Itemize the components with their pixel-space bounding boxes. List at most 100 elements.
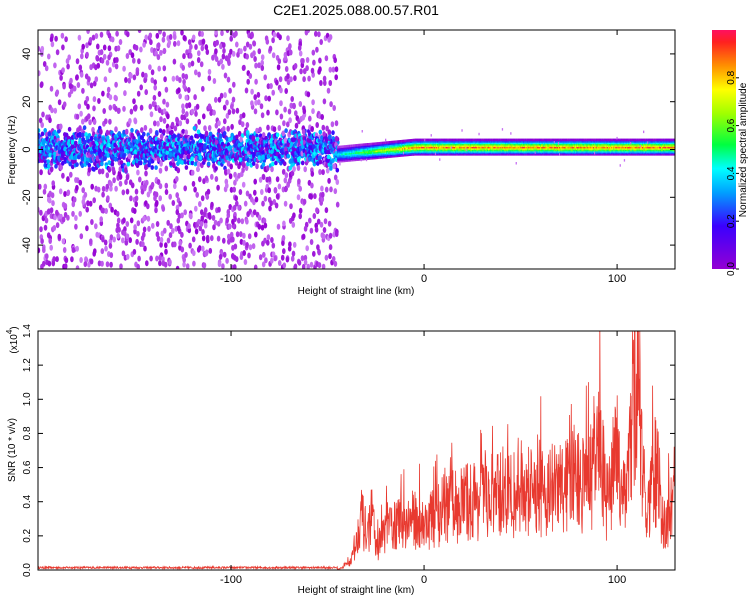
heatmap-cell bbox=[138, 142, 142, 148]
heatmap-cell bbox=[156, 42, 161, 49]
heatmap-cell bbox=[154, 207, 158, 214]
heatmap-cell bbox=[133, 118, 138, 125]
heatmap-cell bbox=[192, 125, 197, 131]
heatmap-cell bbox=[260, 112, 265, 119]
heatmap-cell bbox=[103, 156, 107, 162]
heatmap-cell bbox=[106, 195, 110, 202]
heatmap-cell bbox=[57, 128, 61, 134]
heatmap-cell bbox=[297, 259, 302, 266]
heatmap-cell bbox=[214, 30, 218, 36]
heatmap-cell bbox=[292, 102, 296, 109]
heatmap-cell bbox=[74, 215, 78, 221]
heatmap-cell bbox=[335, 179, 340, 185]
heatmap-cell bbox=[301, 144, 305, 150]
heatmap-cell bbox=[187, 87, 191, 93]
heatmap-cell bbox=[315, 122, 320, 128]
heatmap-cell bbox=[80, 53, 84, 60]
heatmap-cell bbox=[137, 30, 142, 34]
heatmap-cell bbox=[238, 189, 243, 195]
heatmap-cell bbox=[260, 224, 265, 231]
heatmap-cell bbox=[333, 188, 338, 195]
heatmap-cell bbox=[159, 49, 163, 56]
heatmap-cell bbox=[177, 133, 181, 139]
heatmap-cell bbox=[196, 129, 201, 135]
heatmap-cell bbox=[107, 160, 112, 166]
heatmap-cell bbox=[253, 264, 258, 269]
heatmap-cell bbox=[173, 241, 177, 248]
heatmap-cell bbox=[335, 201, 340, 208]
heatmap-cell bbox=[175, 192, 179, 199]
heatmap-cell bbox=[132, 57, 136, 64]
heatmap-cell bbox=[45, 253, 49, 260]
heatmap-cell bbox=[225, 136, 229, 142]
heatmap-cell bbox=[85, 42, 89, 49]
heatmap-cell bbox=[210, 201, 214, 208]
heatmap-cell bbox=[226, 76, 231, 83]
heatmap-cell bbox=[99, 49, 104, 56]
heatmap-cell bbox=[163, 76, 167, 83]
heatmap-cell bbox=[107, 54, 111, 61]
heatmap-cell bbox=[87, 261, 91, 268]
heatmap-cell bbox=[156, 54, 161, 61]
heatmap-cell bbox=[251, 243, 256, 250]
heatmap-cell bbox=[284, 88, 289, 94]
heatmap-cell bbox=[275, 79, 279, 86]
heatmap-cell bbox=[271, 161, 275, 167]
heatmap-cell bbox=[159, 236, 164, 243]
heatmap-cell bbox=[134, 195, 139, 202]
heatmap-cell bbox=[142, 226, 147, 233]
heatmap-cell bbox=[271, 52, 276, 59]
heatmap-cell bbox=[104, 245, 108, 252]
heatmap-cell bbox=[275, 176, 280, 183]
heatmap-cell bbox=[50, 192, 55, 199]
heatmap-cell bbox=[318, 66, 322, 73]
heatmap-cell bbox=[309, 193, 314, 200]
heatmap-cell bbox=[306, 263, 310, 269]
heatmap-cell bbox=[245, 53, 249, 60]
heatmap-cell bbox=[38, 117, 43, 124]
heatmap-cell bbox=[108, 118, 112, 125]
heatmap-cell bbox=[151, 222, 155, 229]
heatmap-cell bbox=[281, 130, 286, 137]
heatmap-cell bbox=[183, 185, 187, 192]
heatmap-cell bbox=[310, 126, 315, 132]
heatmap-cell bbox=[53, 107, 58, 114]
heatmap-cell bbox=[80, 132, 85, 138]
heatmap-cell bbox=[137, 58, 141, 65]
heatmap-cell bbox=[310, 170, 315, 177]
heatmap-cell bbox=[166, 219, 170, 226]
heatmap-cell bbox=[283, 51, 288, 58]
heatmap-cell bbox=[134, 188, 139, 195]
heatmap-cell bbox=[241, 181, 246, 188]
heatmap-cell bbox=[190, 108, 195, 115]
heatmap-cell bbox=[155, 221, 160, 227]
heatmap-cell bbox=[301, 128, 306, 135]
heatmap-cell bbox=[217, 261, 222, 268]
heatmap-cell bbox=[115, 30, 119, 37]
heatmap-cell bbox=[263, 195, 268, 202]
heatmap-cell bbox=[156, 156, 161, 163]
heatmap-cell bbox=[104, 118, 108, 125]
heatmap-cell bbox=[217, 128, 221, 134]
heatmap-cell bbox=[87, 76, 91, 83]
heatmap-cell bbox=[136, 169, 140, 176]
heatmap-cell bbox=[195, 191, 199, 198]
heatmap-cell bbox=[135, 238, 139, 245]
heatmap-cell bbox=[87, 162, 92, 168]
heatmap-cell bbox=[100, 57, 105, 64]
heatmap-cell bbox=[212, 78, 217, 84]
heatmap-cell bbox=[207, 103, 212, 110]
heatmap-cell bbox=[268, 205, 272, 212]
heatmap-cell bbox=[126, 31, 130, 38]
heatmap-cell bbox=[272, 199, 277, 205]
heatmap-cell bbox=[61, 238, 66, 245]
heatmap-cell bbox=[94, 223, 98, 230]
heatmap-cell bbox=[318, 169, 322, 175]
heatmap-cell bbox=[181, 73, 186, 79]
heatmap-cell bbox=[71, 247, 76, 253]
heatmap-cell bbox=[254, 78, 258, 85]
heatmap-cell bbox=[318, 57, 322, 64]
heatmap-cell bbox=[184, 129, 188, 136]
heatmap-cell bbox=[292, 241, 297, 248]
heatmap-cell bbox=[158, 183, 163, 190]
